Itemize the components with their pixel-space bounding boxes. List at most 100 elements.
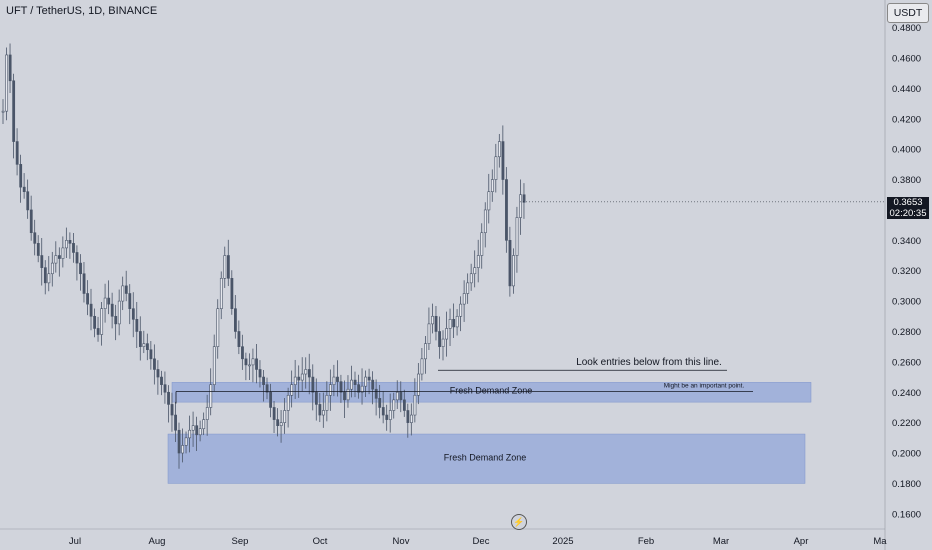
time-tick-label: Jul — [69, 536, 81, 547]
candle-body — [399, 391, 403, 401]
candle-body — [413, 394, 417, 416]
candle-body — [117, 300, 121, 325]
candle-body — [22, 186, 26, 192]
candle-body — [519, 194, 522, 218]
chart-title: UFT / TetherUS, 1D, BINANCE — [6, 5, 158, 17]
candle-body — [483, 209, 487, 234]
candle-body — [216, 308, 220, 347]
candle-body — [325, 394, 329, 411]
candle-body — [452, 319, 456, 328]
candle-body — [290, 384, 294, 396]
candle-body — [230, 277, 234, 309]
candle-body — [110, 303, 114, 317]
candle-body — [138, 331, 142, 347]
candle-body — [480, 232, 484, 256]
candle-body — [47, 273, 51, 284]
candle-body — [276, 419, 280, 426]
candle-body — [350, 379, 353, 390]
candle-body — [272, 407, 276, 420]
candle-body — [508, 240, 512, 287]
candle-body — [156, 369, 160, 378]
price-tick-label: 0.4200 — [892, 114, 921, 125]
candle-body — [332, 376, 336, 385]
candle-body — [522, 194, 526, 203]
candle-body — [487, 191, 491, 211]
candle-body — [184, 437, 188, 446]
price-tick-label: 0.4600 — [892, 53, 921, 64]
candle-body — [427, 323, 431, 344]
candle-body — [244, 358, 248, 366]
upper-zone-label: Fresh Demand Zone — [450, 385, 533, 395]
candle-body — [212, 346, 216, 385]
candle-body — [448, 319, 452, 329]
candle-body — [269, 391, 273, 408]
candle-body — [131, 308, 135, 320]
candle-body — [473, 267, 477, 275]
lower-zone-label: Fresh Demand Zone — [444, 453, 527, 463]
time-tick-label: Apr — [794, 536, 809, 547]
candle-body — [75, 252, 79, 264]
candle-body — [8, 54, 12, 82]
candle-body — [29, 209, 33, 234]
candle-body — [89, 303, 93, 317]
candle-body — [163, 384, 167, 393]
candle-body — [237, 331, 241, 347]
candle-body — [339, 381, 343, 393]
price-tick-label: 0.4800 — [892, 23, 921, 34]
candle-body — [406, 410, 410, 423]
last-price-label: 0.3653 02:20:35 — [887, 197, 929, 219]
candle-body — [68, 240, 72, 244]
candle-body — [445, 328, 449, 340]
candle-body — [167, 391, 170, 405]
candle-body — [135, 319, 139, 332]
candle-body — [107, 297, 111, 305]
candle-body — [455, 315, 459, 328]
candle-body — [188, 429, 192, 439]
price-tick-label: 0.4400 — [892, 84, 921, 95]
price-tick-label: 0.2000 — [892, 449, 921, 460]
candle-body — [441, 338, 445, 347]
candle-body — [5, 54, 9, 112]
price-tick-label: 0.3800 — [892, 175, 921, 186]
candle-body — [469, 273, 473, 284]
candle-body — [357, 384, 361, 393]
candle-body — [265, 384, 269, 393]
price-tick-label: 0.4000 — [892, 145, 921, 156]
candle-body — [515, 217, 519, 256]
price-tick-label: 0.2800 — [892, 327, 921, 338]
candle-body — [314, 391, 318, 405]
annotation-lines — [175, 201, 885, 404]
candle-body — [505, 179, 508, 241]
candle-body — [146, 343, 149, 351]
time-tick-label: Aug — [149, 536, 166, 547]
candle-body — [114, 315, 118, 325]
candle-body — [248, 364, 251, 367]
currency-button[interactable]: USDT — [887, 3, 929, 23]
price-tick-label: 0.1800 — [892, 479, 921, 490]
candle-body — [501, 141, 505, 180]
lightning-icon[interactable]: ⚡ — [511, 514, 527, 530]
candle-body — [79, 262, 82, 275]
candle-body — [494, 156, 498, 180]
bar-countdown: 02:20:35 — [889, 208, 927, 219]
candle-body — [318, 404, 322, 416]
candle-body — [512, 255, 515, 287]
time-tick-label: Ma — [873, 536, 887, 547]
candle-body — [378, 398, 382, 408]
candle-body — [297, 376, 301, 381]
candle-body — [255, 358, 258, 370]
candle-body — [226, 255, 230, 279]
candle-body — [241, 346, 244, 360]
candle-body — [93, 315, 97, 329]
candle-body — [191, 425, 195, 431]
price-tick-label: 0.2200 — [892, 418, 921, 429]
candle-body — [100, 308, 104, 335]
candle-body — [304, 369, 308, 375]
candle-body — [381, 407, 385, 416]
candle-body — [353, 379, 357, 385]
candle-body — [322, 410, 325, 416]
candle-body — [258, 369, 262, 378]
candle-body — [424, 343, 427, 360]
candles — [1, 43, 526, 469]
